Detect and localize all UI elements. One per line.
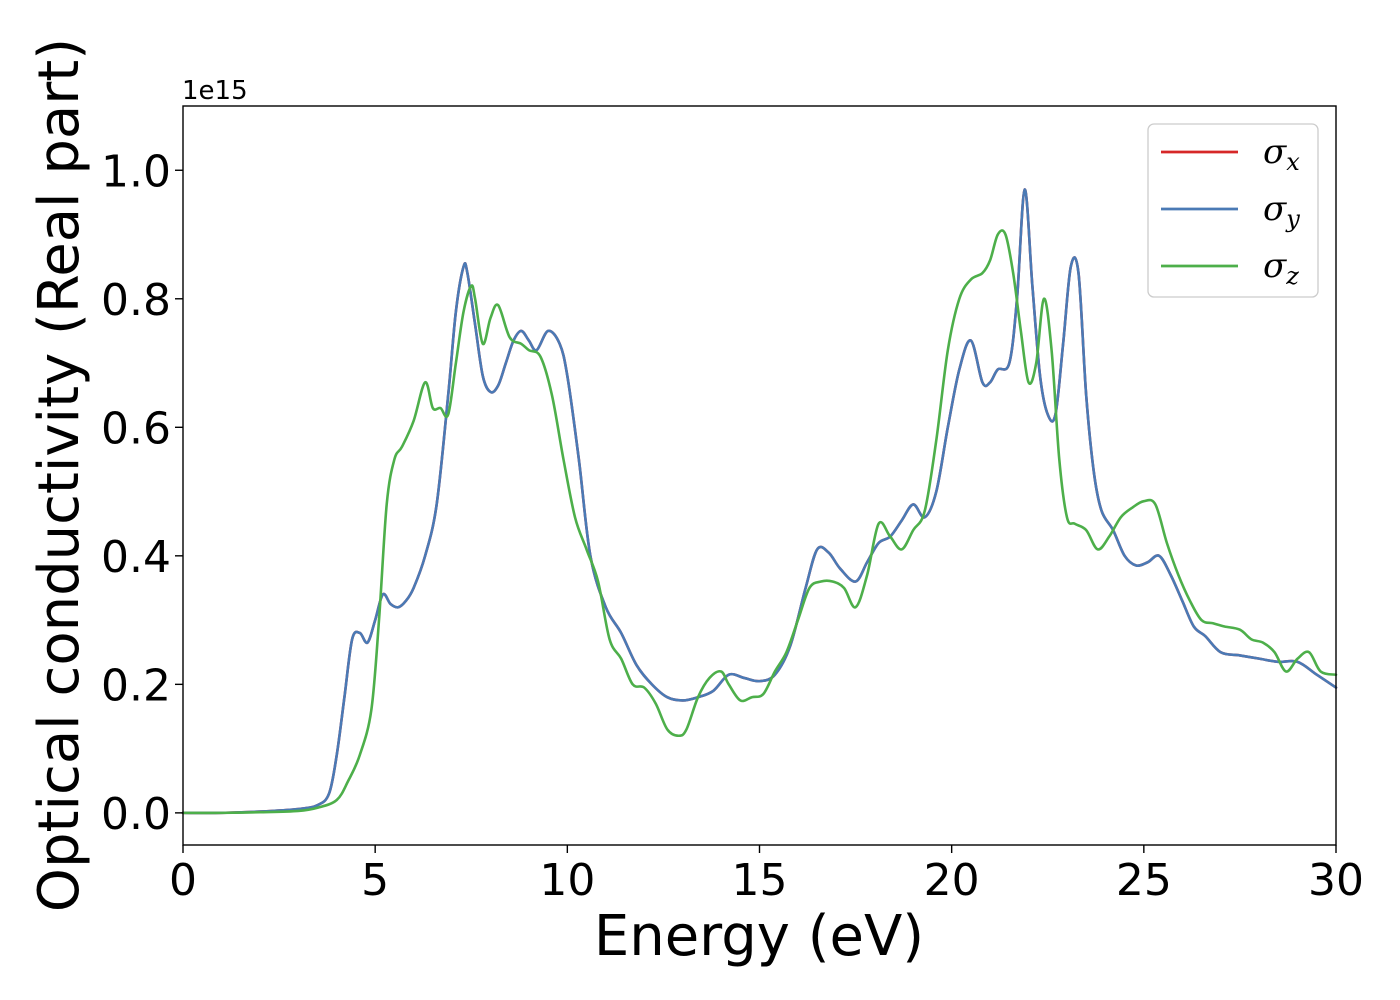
y-tick-label: 0.4 [101,532,171,583]
y-tick-label: 0.0 [101,789,171,840]
x-tick-label: 5 [361,855,389,906]
y-tick-label: 1.0 [101,146,171,197]
legend-label-sigma-x: σx [1263,132,1300,176]
x-tick-label: 15 [732,855,788,906]
x-axis-title: Energy (eV) [594,904,924,969]
series-line-sigma-z [181,229,1338,815]
y-tick-label: 0.6 [101,403,171,454]
x-axis: 0 5 10 15 20 25 30 [169,845,1364,906]
y-offset-label: 1e15 [182,76,248,106]
y-axis-title: Optical conductivity (Real part) [27,38,92,912]
x-tick-label: 20 [924,855,980,906]
series-layer [181,188,1338,815]
legend-label-sigma-z: σz [1263,246,1299,290]
legend: σx σy σz [1147,123,1319,298]
series-line-sigma-y [181,188,1338,815]
legend-box [1147,123,1319,298]
x-tick-label: 25 [1116,855,1172,906]
legend-label-sigma-y: σy [1263,189,1300,233]
y-tick-label: 0.2 [101,660,171,711]
x-tick-label: 0 [169,855,197,906]
x-tick-label: 10 [539,855,595,906]
x-tick-label: 30 [1308,855,1364,906]
y-tick-label: 0.8 [101,275,171,326]
y-axis: 0.0 0.2 0.4 0.6 0.8 1.0 [101,146,183,840]
